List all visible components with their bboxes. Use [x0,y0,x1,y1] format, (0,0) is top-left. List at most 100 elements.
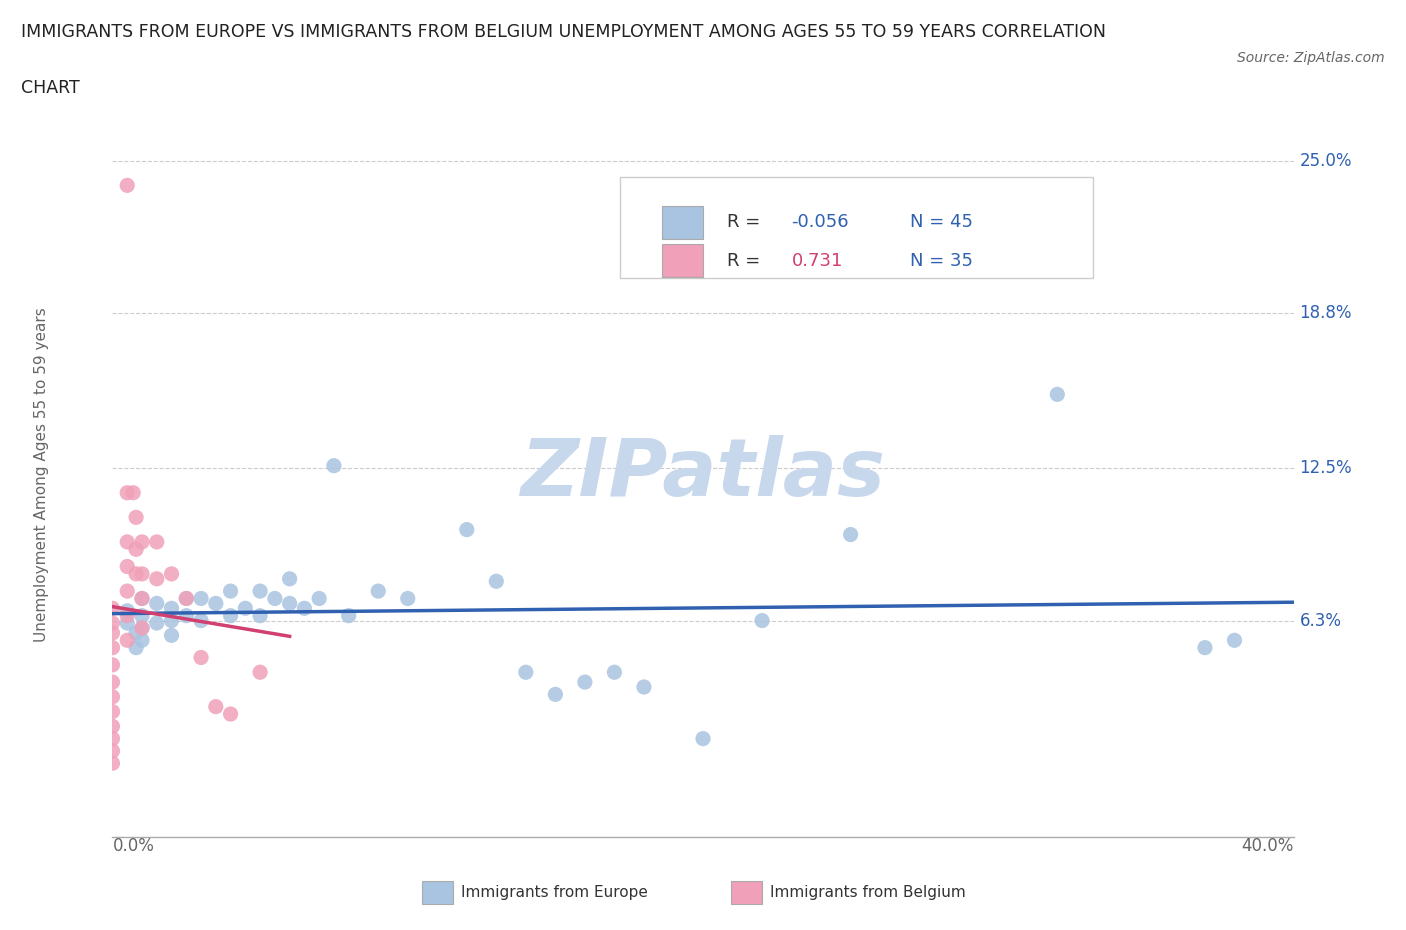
Point [396,591,419,606]
Point [125,510,148,525]
Point [190,613,212,628]
Point [1223,632,1246,647]
Point [633,680,655,695]
Point [1194,640,1216,655]
Text: R =: R = [727,252,766,270]
Point [233,601,256,616]
Point [101,731,124,746]
Text: 40.0%: 40.0% [1241,837,1294,855]
Text: 0.0%: 0.0% [112,837,155,855]
Point [117,178,138,193]
Point [292,601,315,616]
Point [117,535,138,550]
Point [125,640,148,655]
Point [146,571,169,586]
Text: 0.731: 0.731 [792,252,844,270]
Text: 25.0%: 25.0% [1299,152,1353,170]
Text: ZIPatlas: ZIPatlas [520,435,886,513]
Point [751,613,773,628]
Point [117,632,138,647]
Point [839,527,862,542]
Text: 18.8%: 18.8% [1299,304,1353,322]
Text: 12.5%: 12.5% [1299,459,1353,477]
Text: -0.056: -0.056 [792,214,849,232]
Point [190,650,212,665]
Point [101,616,124,631]
Point [131,591,153,606]
Point [117,584,138,599]
Point [101,756,124,771]
Point [337,608,360,623]
Point [278,596,301,611]
Text: N = 45: N = 45 [910,214,973,232]
Point [131,591,153,606]
Point [219,707,242,722]
Text: R =: R = [727,214,766,232]
Point [101,743,124,758]
Text: Immigrants from Belgium: Immigrants from Belgium [770,885,966,900]
Point [131,620,153,635]
Point [160,613,183,628]
Point [219,584,242,599]
Point [278,571,301,586]
Point [160,566,183,581]
Point [117,604,138,618]
Point [117,608,138,623]
Point [101,689,124,704]
Point [131,566,153,581]
Point [101,674,124,689]
Point [692,731,714,746]
Point [603,665,626,680]
Text: Unemployment Among Ages 55 to 59 years: Unemployment Among Ages 55 to 59 years [34,307,49,642]
Point [160,601,183,616]
Point [101,719,124,734]
Point [264,591,287,606]
Point [125,626,148,641]
Point [249,608,271,623]
Point [308,591,330,606]
Point [190,591,212,606]
Point [160,628,183,643]
Point [101,601,124,616]
Point [249,665,271,680]
Point [456,522,478,537]
Text: 6.3%: 6.3% [1299,612,1341,630]
Point [131,620,153,635]
Point [131,608,153,623]
Point [249,584,271,599]
Point [174,608,197,623]
Point [101,640,124,655]
Point [125,542,148,557]
Bar [662,245,703,277]
Point [146,535,169,550]
Point [205,596,228,611]
Point [205,699,228,714]
FancyBboxPatch shape [620,177,1092,278]
Point [574,674,596,689]
Point [515,665,537,680]
Point [131,632,153,647]
Point [122,485,145,500]
Text: N = 35: N = 35 [910,252,973,270]
Point [485,574,508,589]
Point [146,616,169,631]
Point [101,704,124,719]
Point [1046,387,1069,402]
Point [544,687,567,702]
Point [101,658,124,672]
Point [125,566,148,581]
Point [117,485,138,500]
Text: Source: ZipAtlas.com: Source: ZipAtlas.com [1237,51,1385,65]
Point [131,535,153,550]
Text: CHART: CHART [21,79,80,97]
Text: Immigrants from Europe: Immigrants from Europe [461,885,648,900]
Bar [662,206,703,239]
Point [117,616,138,631]
Point [117,559,138,574]
Point [323,458,346,473]
Point [101,626,124,641]
Point [367,584,389,599]
Point [174,591,197,606]
Point [219,608,242,623]
Text: IMMIGRANTS FROM EUROPE VS IMMIGRANTS FROM BELGIUM UNEMPLOYMENT AMONG AGES 55 TO : IMMIGRANTS FROM EUROPE VS IMMIGRANTS FRO… [21,23,1107,41]
